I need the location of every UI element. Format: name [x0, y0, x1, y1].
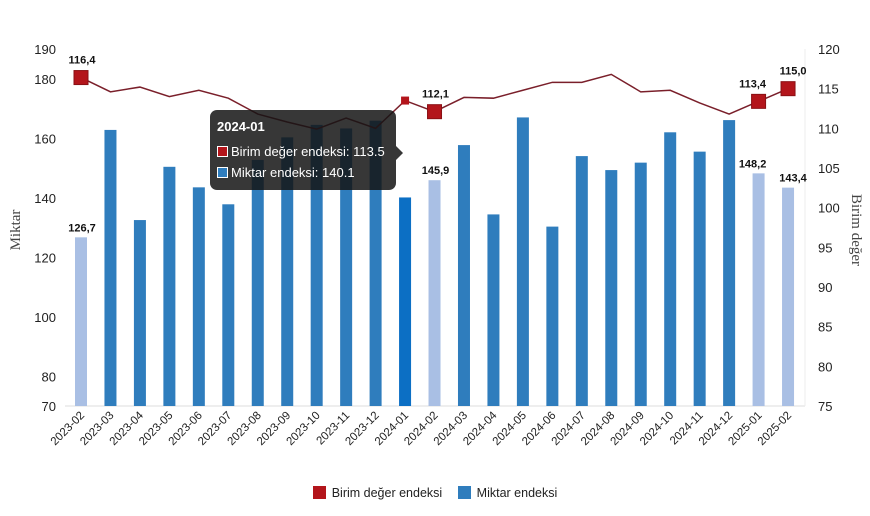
bar-2024-01[interactable]	[399, 197, 412, 406]
legend-item-bar[interactable]: Miktar endeksi	[457, 486, 558, 500]
bar-2023-04[interactable]	[133, 220, 146, 406]
line-label-2024-02: 112,1	[422, 89, 449, 101]
tooltip-bar-value: Miktar endeksi: 140.1	[231, 165, 355, 180]
bar-2024-07[interactable]	[575, 156, 588, 406]
line-label-2023-02: 116,4	[69, 55, 97, 67]
line-label-2025-01: 113,4	[739, 78, 767, 90]
bar-2023-05[interactable]	[163, 166, 176, 406]
bar-swatch-icon	[217, 167, 228, 178]
y-right-tick: 105	[818, 161, 840, 176]
bar-label-2023-02: 126,7	[68, 222, 96, 234]
bar-2023-06[interactable]	[192, 187, 205, 406]
bar-label-2025-01: 148,2	[739, 158, 767, 170]
y-left-tick: 180	[34, 72, 56, 87]
y-right-tick: 95	[818, 240, 832, 255]
y-left-tick: 190	[34, 42, 56, 57]
bar-label-2024-02: 145,9	[422, 165, 450, 177]
y-right-tick: 85	[818, 320, 832, 335]
bar-label-2025-02: 143,4	[779, 173, 807, 185]
y-right-tick: 80	[818, 359, 832, 374]
legend-line-label: Birim değer endeksi	[331, 486, 443, 500]
line-marker-2023-02[interactable]	[73, 70, 89, 86]
bar-2024-12[interactable]	[723, 120, 736, 406]
y-right-title: Birim değer	[848, 194, 864, 266]
line-marker-2025-01[interactable]	[751, 93, 767, 109]
y-right-tick: 120	[818, 42, 840, 57]
legend-line-swatch-icon	[312, 486, 326, 499]
y-right-tick: 115	[818, 82, 839, 97]
tooltip: 2024-01 Birim değer endeksi: 113.5 Mikta…	[210, 110, 403, 190]
line-label-2025-02: 115,0	[780, 66, 807, 78]
bar-2024-04[interactable]	[487, 214, 500, 406]
line-series	[80, 73, 789, 130]
bar-2024-09[interactable]	[634, 162, 647, 406]
bar-2024-06[interactable]	[546, 226, 559, 406]
line-marker-2024-02[interactable]	[427, 104, 443, 120]
y-left-tick: 120	[34, 250, 56, 265]
y-left-tick: 70	[42, 399, 56, 414]
y-right-tick: 75	[818, 399, 832, 414]
legend-item-line[interactable]: Birim değer endeksi	[312, 486, 443, 500]
bar-2023-12[interactable]	[369, 120, 382, 406]
legend-bar-swatch-icon	[457, 486, 471, 499]
bar-2023-07[interactable]	[222, 204, 235, 406]
bar-2024-03[interactable]	[457, 145, 470, 406]
bar-2024-02[interactable]	[428, 180, 441, 406]
bar-2025-02[interactable]	[782, 187, 795, 406]
y-left-tick: 80	[42, 369, 56, 384]
bar-2023-02[interactable]	[75, 237, 87, 406]
y-left-tick: 140	[34, 191, 56, 206]
y-right-tick: 100	[818, 201, 840, 216]
bar-2025-01[interactable]	[752, 173, 765, 406]
y-left-title: Miktar	[8, 210, 24, 251]
bar-2023-08[interactable]	[251, 159, 264, 406]
line-marker-2025-02[interactable]	[780, 81, 796, 97]
legend: Birim değer endeksi Miktar endeksi	[0, 486, 870, 500]
bar-2023-09[interactable]	[281, 137, 294, 407]
bar-2024-11[interactable]	[693, 151, 706, 406]
y-right-tick: 110	[818, 121, 839, 136]
bar-2024-10[interactable]	[664, 132, 677, 407]
y-right-tick: 90	[818, 280, 832, 295]
legend-bar-label: Miktar endeksi	[476, 486, 558, 500]
line-swatch-icon	[217, 146, 228, 157]
bar-2024-08[interactable]	[605, 170, 618, 406]
tooltip-title: 2024-01	[217, 119, 265, 134]
y-left-tick: 100	[34, 310, 56, 325]
line-marker-2024-01[interactable]	[401, 96, 410, 105]
bar-2023-11[interactable]	[340, 128, 353, 406]
y-left-tick: 160	[34, 131, 56, 146]
bar-2023-03[interactable]	[104, 129, 117, 407]
bar-2023-10[interactable]	[310, 124, 323, 407]
tooltip-line-value: Birim değer endeksi: 113.5	[231, 144, 385, 159]
bar-2024-05[interactable]	[516, 117, 529, 407]
